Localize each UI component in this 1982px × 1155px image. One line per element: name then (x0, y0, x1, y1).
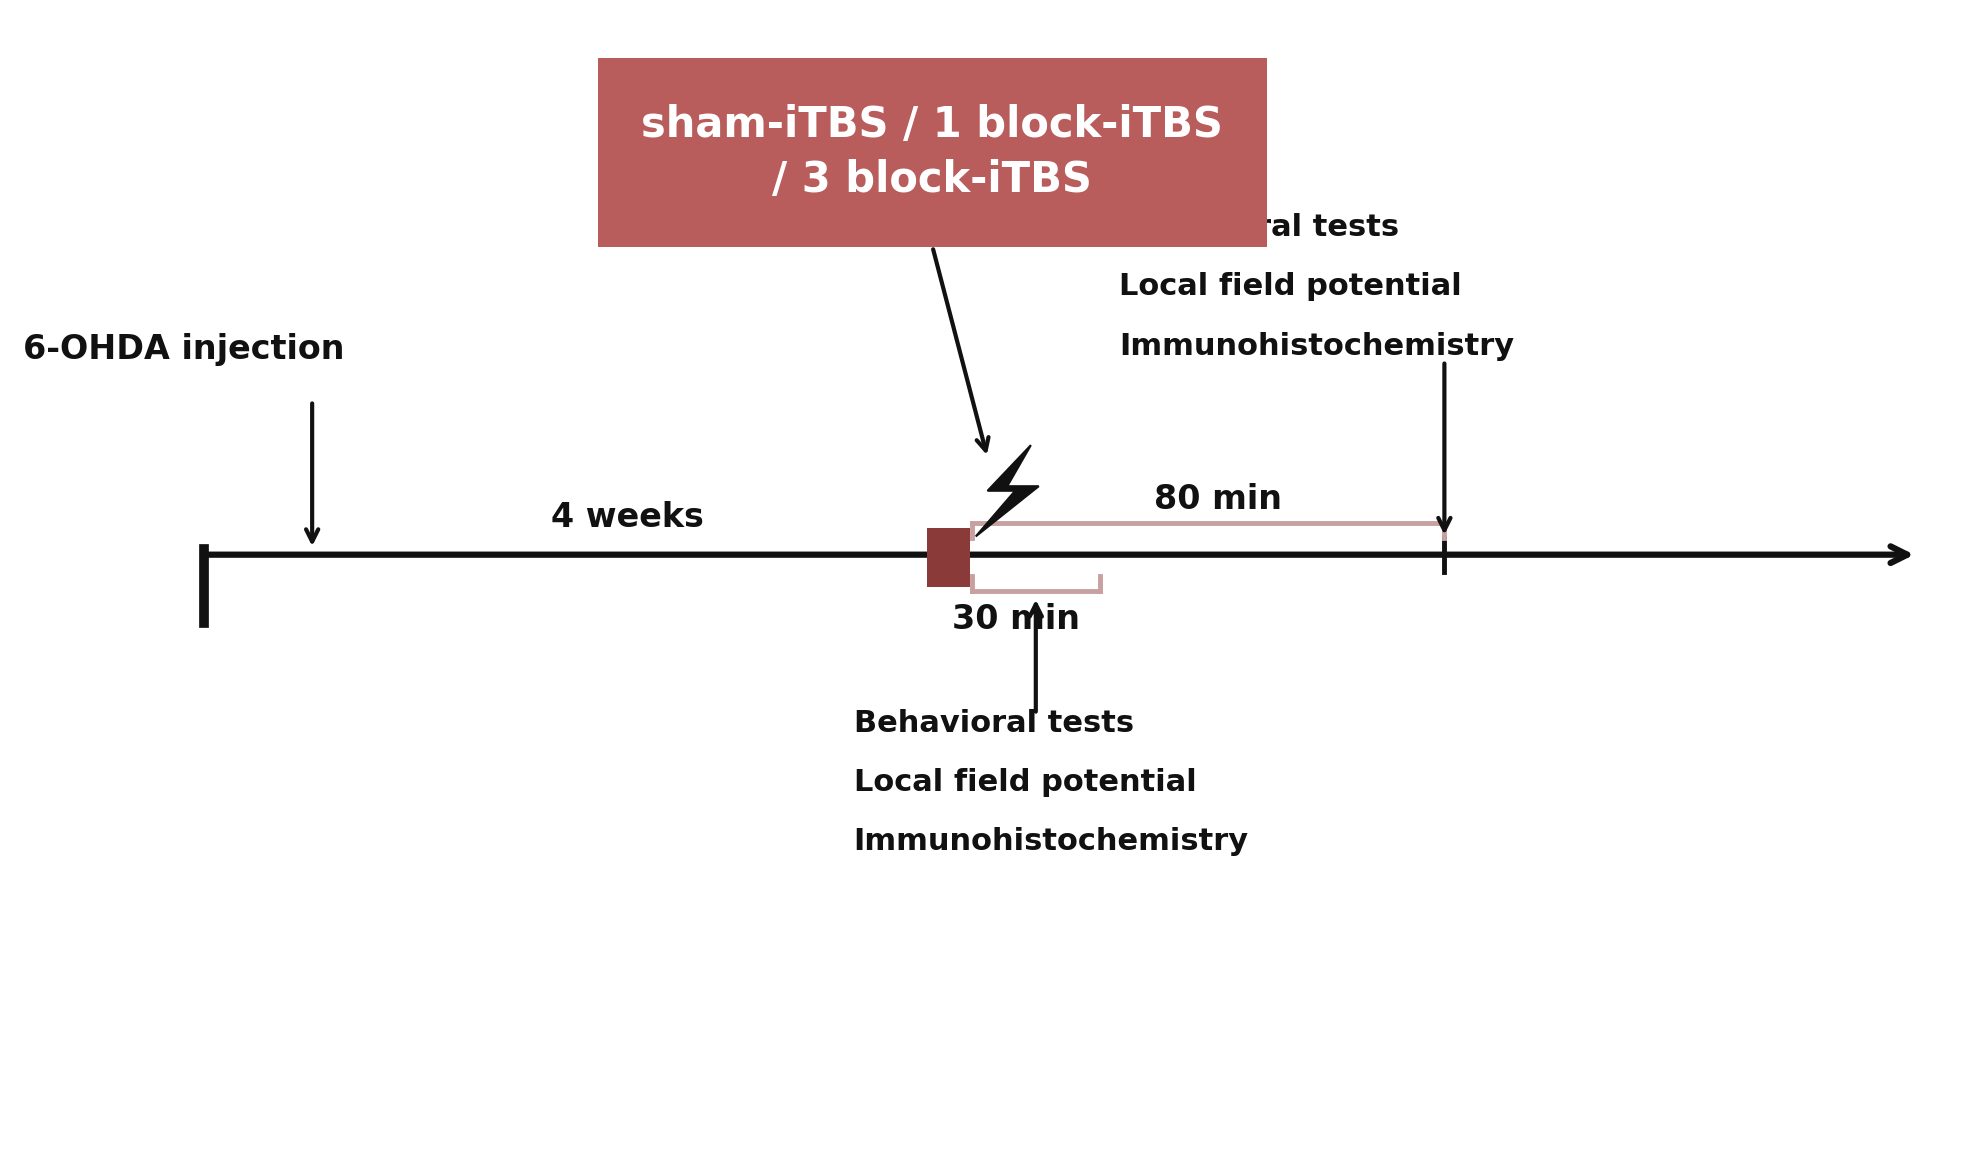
Text: Local field potential: Local field potential (1120, 273, 1461, 301)
Text: Behavioral tests: Behavioral tests (1120, 213, 1399, 243)
Text: Local field potential: Local field potential (852, 768, 1195, 797)
Text: Immunohistochemistry: Immunohistochemistry (1120, 331, 1514, 360)
Text: 30 min: 30 min (951, 603, 1080, 635)
Text: Immunohistochemistry: Immunohistochemistry (852, 827, 1249, 856)
Text: Behavioral tests: Behavioral tests (852, 709, 1134, 738)
Polygon shape (975, 445, 1039, 536)
Text: 6-OHDA injection: 6-OHDA injection (22, 334, 345, 366)
FancyBboxPatch shape (597, 58, 1266, 246)
Bar (926, 528, 969, 587)
Text: 80 min: 80 min (1154, 483, 1280, 516)
Text: sham-iTBS / 1 block-iTBS
/ 3 block-iTBS: sham-iTBS / 1 block-iTBS / 3 block-iTBS (640, 104, 1223, 201)
Text: 4 weeks: 4 weeks (551, 501, 704, 534)
